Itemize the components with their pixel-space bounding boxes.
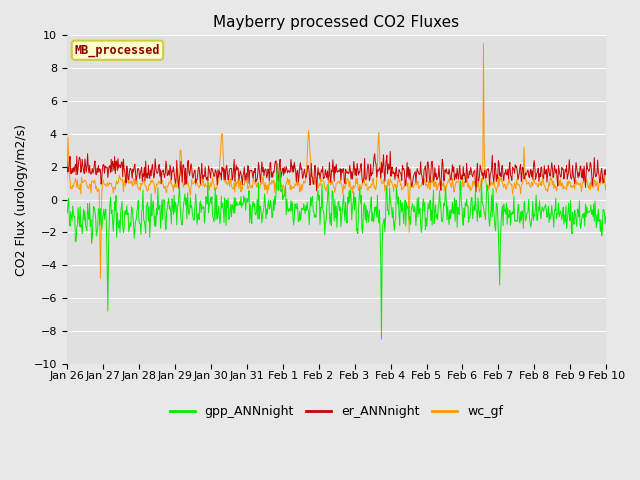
wc_gf <box>529 183 536 189</box>
gpp_ANNnight <box>273 161 281 167</box>
wc_gf <box>96 221 104 227</box>
er_ANNnight <box>376 167 384 172</box>
Title: Mayberry processed CO2 Fluxes: Mayberry processed CO2 Fluxes <box>214 15 460 30</box>
gpp_ANNnight <box>408 204 416 210</box>
er_ANNnight <box>63 157 70 163</box>
gpp_ANNnight <box>96 222 104 228</box>
gpp_ANNnight <box>603 213 611 219</box>
Line: er_ANNnight: er_ANNnight <box>67 152 607 192</box>
gpp_ANNnight <box>529 198 536 204</box>
gpp_ANNnight <box>377 263 385 268</box>
wc_gf <box>603 180 611 185</box>
er_ANNnight <box>529 176 536 182</box>
Text: MB_processed: MB_processed <box>75 44 160 57</box>
wc_gf <box>97 276 104 281</box>
gpp_ANNnight <box>474 218 481 224</box>
gpp_ANNnight <box>63 210 70 216</box>
gpp_ANNnight <box>392 216 399 222</box>
er_ANNnight <box>407 180 415 186</box>
er_ANNnight <box>387 149 394 155</box>
wc_gf <box>63 180 70 186</box>
er_ANNnight <box>96 166 104 172</box>
Line: wc_gf: wc_gf <box>67 44 607 278</box>
wc_gf <box>479 41 487 47</box>
wc_gf <box>473 182 481 188</box>
wc_gf <box>407 184 415 190</box>
er_ANNnight <box>472 189 480 195</box>
er_ANNnight <box>474 161 481 167</box>
wc_gf <box>391 181 399 187</box>
gpp_ANNnight <box>378 336 385 342</box>
er_ANNnight <box>603 175 611 181</box>
Legend: gpp_ANNnight, er_ANNnight, wc_gf: gpp_ANNnight, er_ANNnight, wc_gf <box>164 400 509 423</box>
wc_gf <box>377 175 385 181</box>
Line: gpp_ANNnight: gpp_ANNnight <box>67 164 607 339</box>
er_ANNnight <box>391 177 399 182</box>
Y-axis label: CO2 Flux (urology/m2/s): CO2 Flux (urology/m2/s) <box>15 123 28 276</box>
